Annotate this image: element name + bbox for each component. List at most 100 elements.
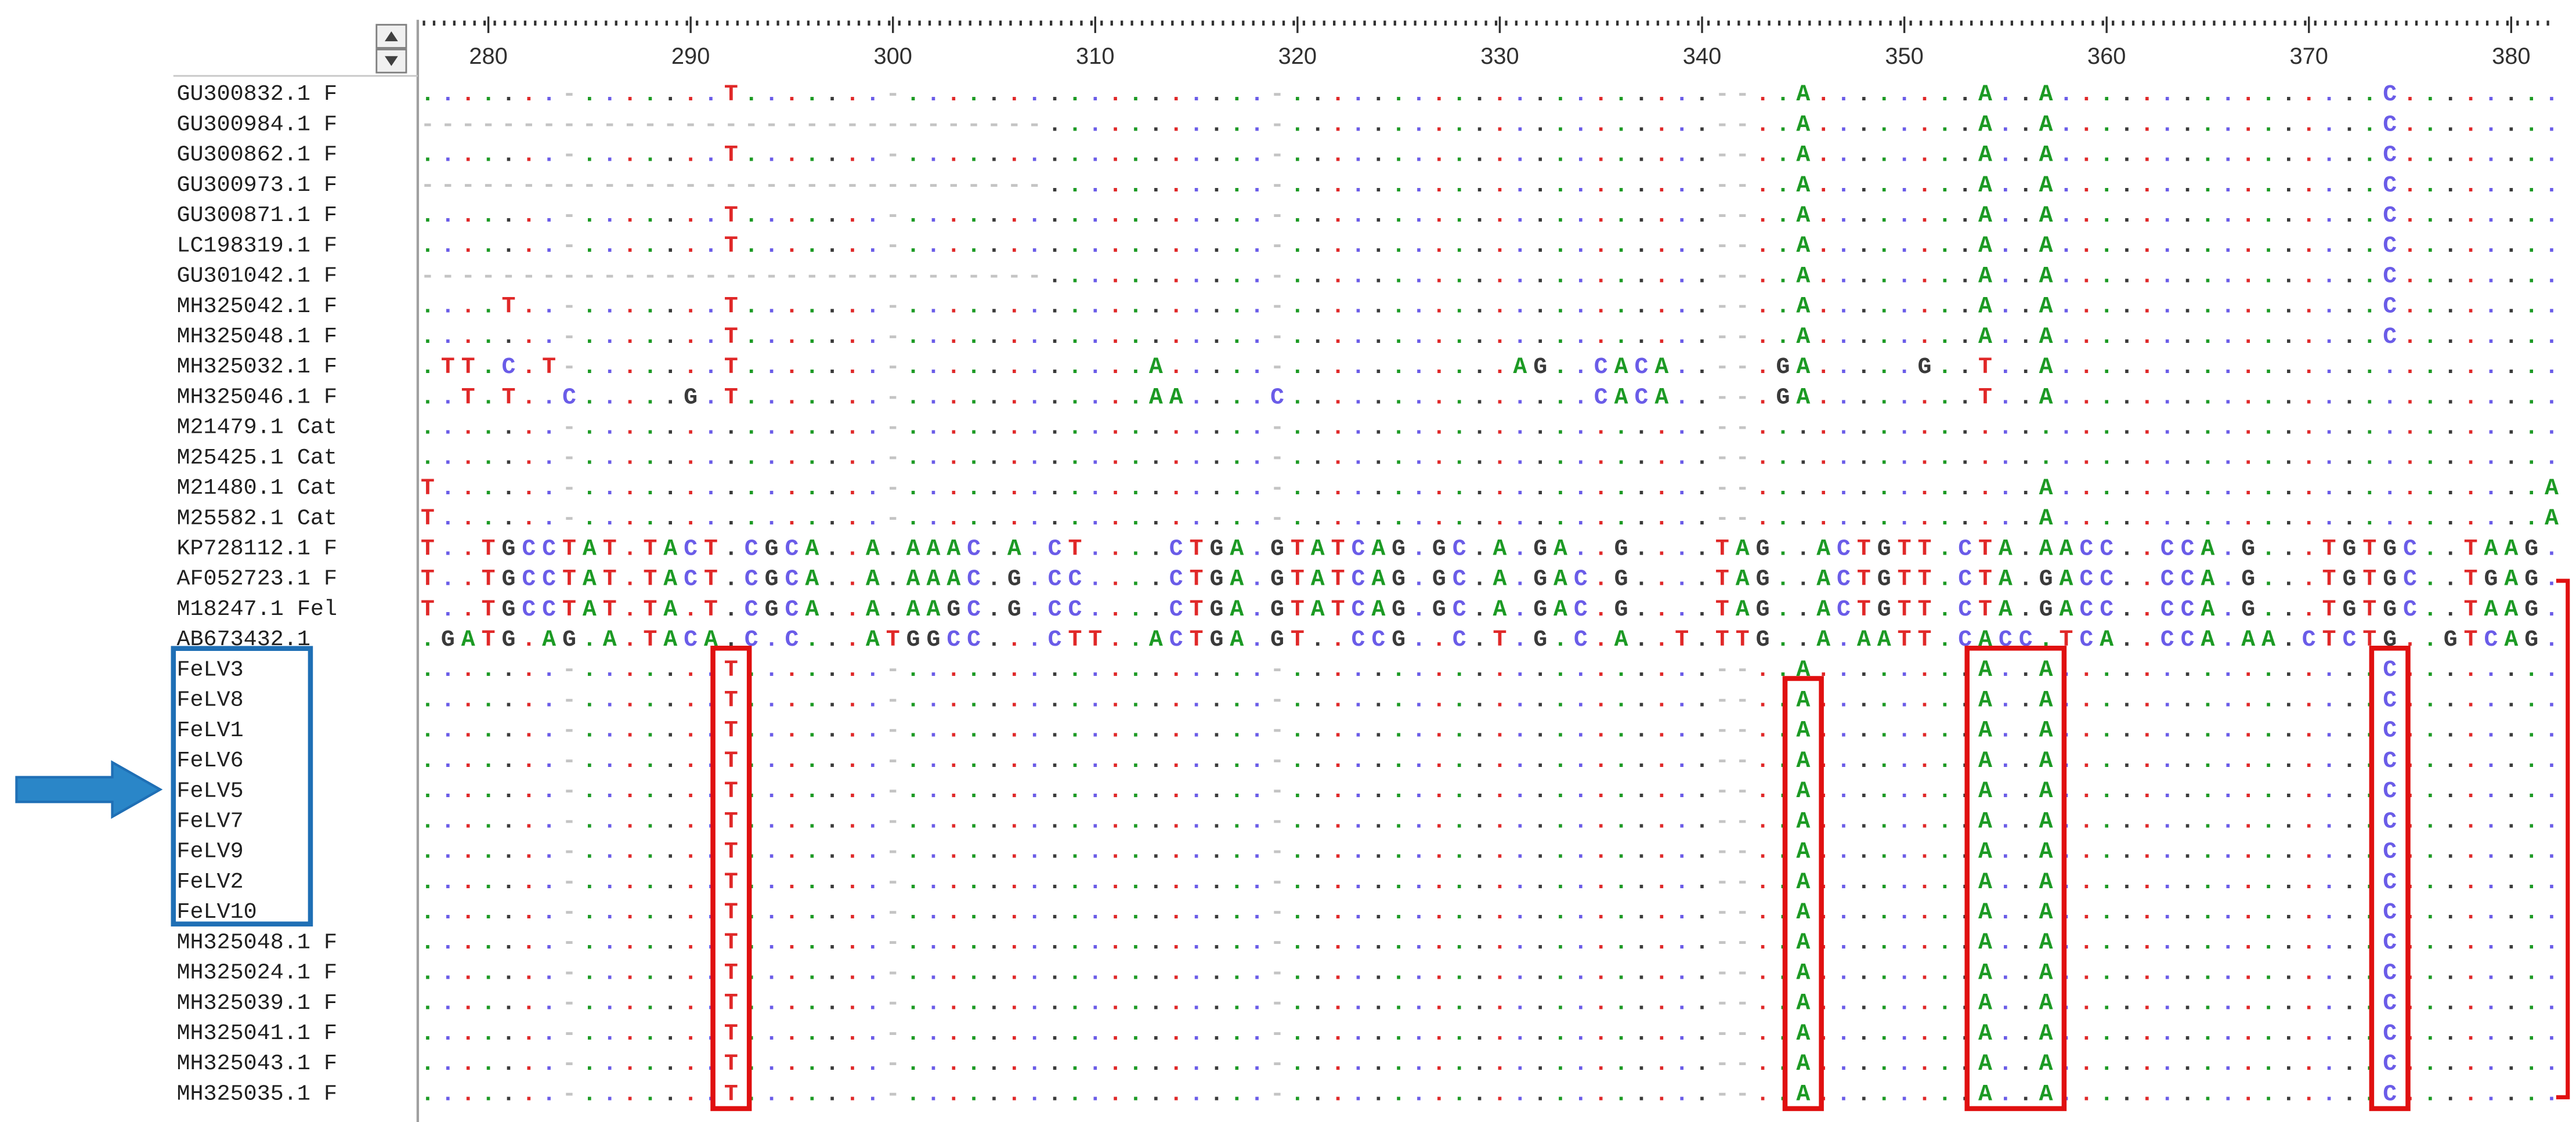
match-dot: . [2423, 1081, 2437, 1107]
match-dot: . [1574, 233, 1588, 259]
match-dot: . [623, 657, 637, 683]
match-dot: . [805, 899, 819, 925]
match-dot: . [987, 1081, 1001, 1107]
match-dot: . [1837, 81, 1851, 107]
match-dot: . [1756, 293, 1770, 319]
match-dot: . [2120, 263, 2134, 289]
match-dot: . [2403, 233, 2417, 259]
gap: - [1270, 172, 1284, 198]
match-dot: . [2322, 1020, 2336, 1046]
match-dot: . [1068, 293, 1082, 319]
match-dot: . [1371, 505, 1385, 531]
match-dot: . [1999, 1020, 2013, 1046]
match-dot: . [1351, 960, 1365, 986]
match-dot: . [1432, 475, 1446, 501]
match-dot: . [906, 414, 920, 440]
base: C [2383, 990, 2397, 1016]
match-dot: . [1432, 233, 1446, 259]
match-dot: . [866, 1020, 880, 1046]
match-dot: . [987, 868, 1001, 895]
match-dot: . [2140, 657, 2154, 683]
match-dot: . [785, 899, 799, 925]
match-dot: . [1513, 414, 1527, 440]
match-dot: . [522, 960, 536, 986]
match-dot: . [501, 868, 515, 895]
match-dot: . [1999, 414, 2013, 440]
match-dot: . [1938, 293, 1952, 319]
match-dot: . [846, 233, 859, 259]
match-dot: . [2019, 233, 2033, 259]
match-dot: . [846, 778, 859, 804]
match-dot: . [1250, 929, 1264, 955]
match-dot: . [583, 323, 597, 349]
match-dot: . [1877, 657, 1891, 683]
match-dot: . [1999, 384, 2013, 410]
gap: - [1715, 1020, 1729, 1046]
match-dot: . [482, 323, 496, 349]
base: A [1978, 747, 1992, 773]
match-dot: . [1048, 868, 1062, 895]
match-dot: . [2261, 838, 2275, 864]
match-dot: . [663, 808, 677, 834]
match-dot: . [1392, 233, 1406, 259]
match-dot: . [461, 657, 475, 683]
gap: - [562, 111, 576, 137]
match-dot: . [1331, 1051, 1345, 1077]
match-dot: . [1493, 142, 1506, 168]
gap: - [1715, 202, 1729, 229]
match-dot: . [1432, 505, 1446, 531]
match-dot: . [2241, 354, 2255, 380]
match-dot: . [1756, 263, 1770, 289]
base: A [1169, 384, 1183, 410]
match-dot: . [583, 747, 597, 773]
match-dot: . [2120, 1020, 2134, 1046]
match-dot: . [643, 960, 657, 986]
sequence: ....T..-.......T.......-................… [421, 293, 2559, 319]
match-dot: . [2403, 81, 2417, 107]
match-dot: . [2241, 293, 2255, 319]
gap: - [562, 1051, 576, 1077]
match-dot: . [1473, 899, 1487, 925]
ruler-label: 330 [1480, 44, 1519, 69]
base: A [1999, 596, 2013, 622]
sequence: .......-.......T.......-................… [421, 960, 2559, 986]
match-dot: . [1837, 111, 1851, 137]
sequence: .......-.......T.......-................… [421, 233, 2559, 259]
gap: - [542, 263, 556, 289]
base: C [2079, 535, 2093, 562]
match-dot: . [946, 838, 960, 864]
match-dot: . [1453, 414, 1466, 440]
match-dot: . [1553, 778, 1567, 804]
base: C [2342, 627, 2356, 653]
match-dot: . [522, 233, 536, 259]
gap: - [441, 263, 455, 289]
match-dot: . [1473, 384, 1487, 410]
match-dot: . [1129, 990, 1143, 1016]
match-dot: . [1857, 475, 1871, 501]
match-dot: . [2545, 747, 2559, 773]
match-dot: . [825, 1020, 839, 1046]
match-dot: . [1088, 172, 1102, 198]
match-dot: . [1654, 172, 1668, 198]
match-dot: . [461, 81, 475, 107]
match-dot: . [1230, 808, 1244, 834]
match-dot: . [1108, 444, 1122, 470]
match-dot: . [1129, 566, 1143, 592]
match-dot: . [926, 899, 940, 925]
base: G [1209, 596, 1223, 622]
match-dot: . [1877, 233, 1891, 259]
match-dot: . [1493, 929, 1506, 955]
match-dot: . [1675, 535, 1689, 562]
match-dot: . [765, 354, 779, 380]
match-dot: . [2484, 960, 2498, 986]
match-dot: . [1250, 414, 1264, 440]
match-dot: . [1028, 81, 1042, 107]
match-dot: . [2221, 1020, 2235, 1046]
base: A [1796, 868, 1810, 895]
sequence-name: GU300862.1 F [176, 142, 337, 168]
match-dot: . [1614, 1020, 1628, 1046]
match-dot: . [866, 899, 880, 925]
match-dot: . [522, 293, 536, 319]
match-dot: . [1392, 717, 1406, 743]
match-dot: . [825, 444, 839, 470]
